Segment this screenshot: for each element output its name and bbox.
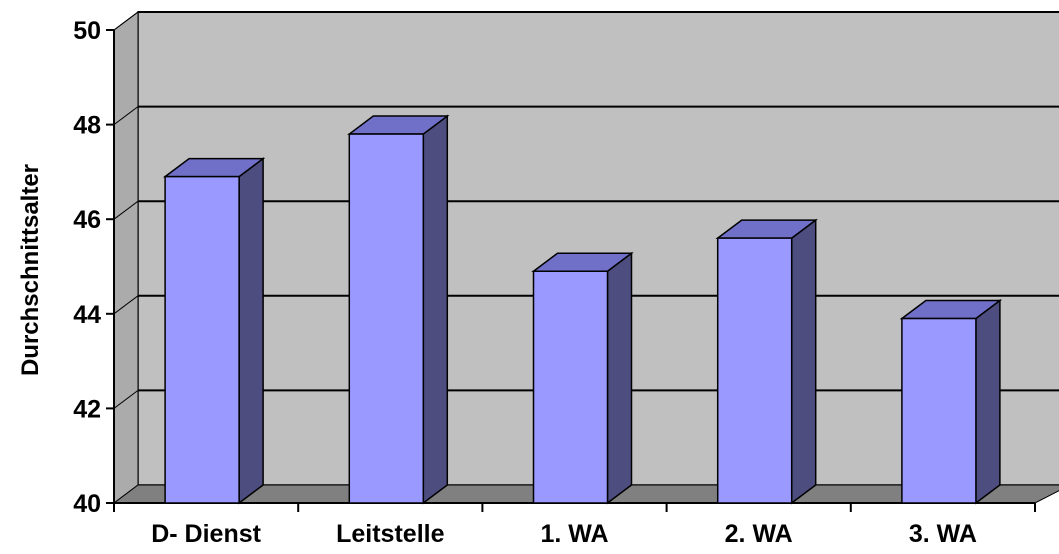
bar-side <box>790 218 817 505</box>
bar <box>531 251 634 505</box>
gridline-side <box>113 200 139 220</box>
x-tick-label: 3. WA <box>909 520 977 548</box>
y-tick-label: 42 <box>73 395 101 423</box>
bar-front <box>532 270 609 504</box>
y-tick-labels: 40 42 44 46 48 50 <box>73 17 101 518</box>
bars <box>162 114 1003 505</box>
y-tick-label: 48 <box>73 112 101 140</box>
bar-front <box>348 133 425 504</box>
gridline-side <box>113 11 139 31</box>
gridline-side <box>113 295 139 315</box>
bar <box>162 157 266 505</box>
bar-side <box>606 251 633 505</box>
gridline-side <box>113 389 139 409</box>
bar-front <box>716 237 793 504</box>
x-tick-labels: D- Dienst Leitstelle 1. WA 2. WA 3. WA <box>151 520 977 548</box>
x-tick-label: 1. WA <box>540 520 608 548</box>
bar-side <box>975 299 1001 505</box>
y-tick-label: 46 <box>73 206 101 234</box>
x-tick-label: Leitstelle <box>336 520 444 548</box>
y-tick-label: 44 <box>73 301 101 329</box>
bar <box>899 299 1003 505</box>
bar-side <box>238 157 264 505</box>
side-wall <box>113 11 139 504</box>
y-tick-label: 40 <box>73 490 101 518</box>
x-tick-label: D- Dienst <box>151 520 261 548</box>
bar-front <box>164 175 240 504</box>
x-tick-label: 2. WA <box>725 520 793 548</box>
bar <box>715 218 818 505</box>
bar-side <box>422 114 449 505</box>
bar <box>347 114 450 505</box>
y-axis-label: Durchschnittsalter <box>17 164 44 376</box>
bar-front <box>901 317 977 504</box>
y-tick-label: 50 <box>73 17 101 45</box>
gridline-side <box>113 106 139 125</box>
